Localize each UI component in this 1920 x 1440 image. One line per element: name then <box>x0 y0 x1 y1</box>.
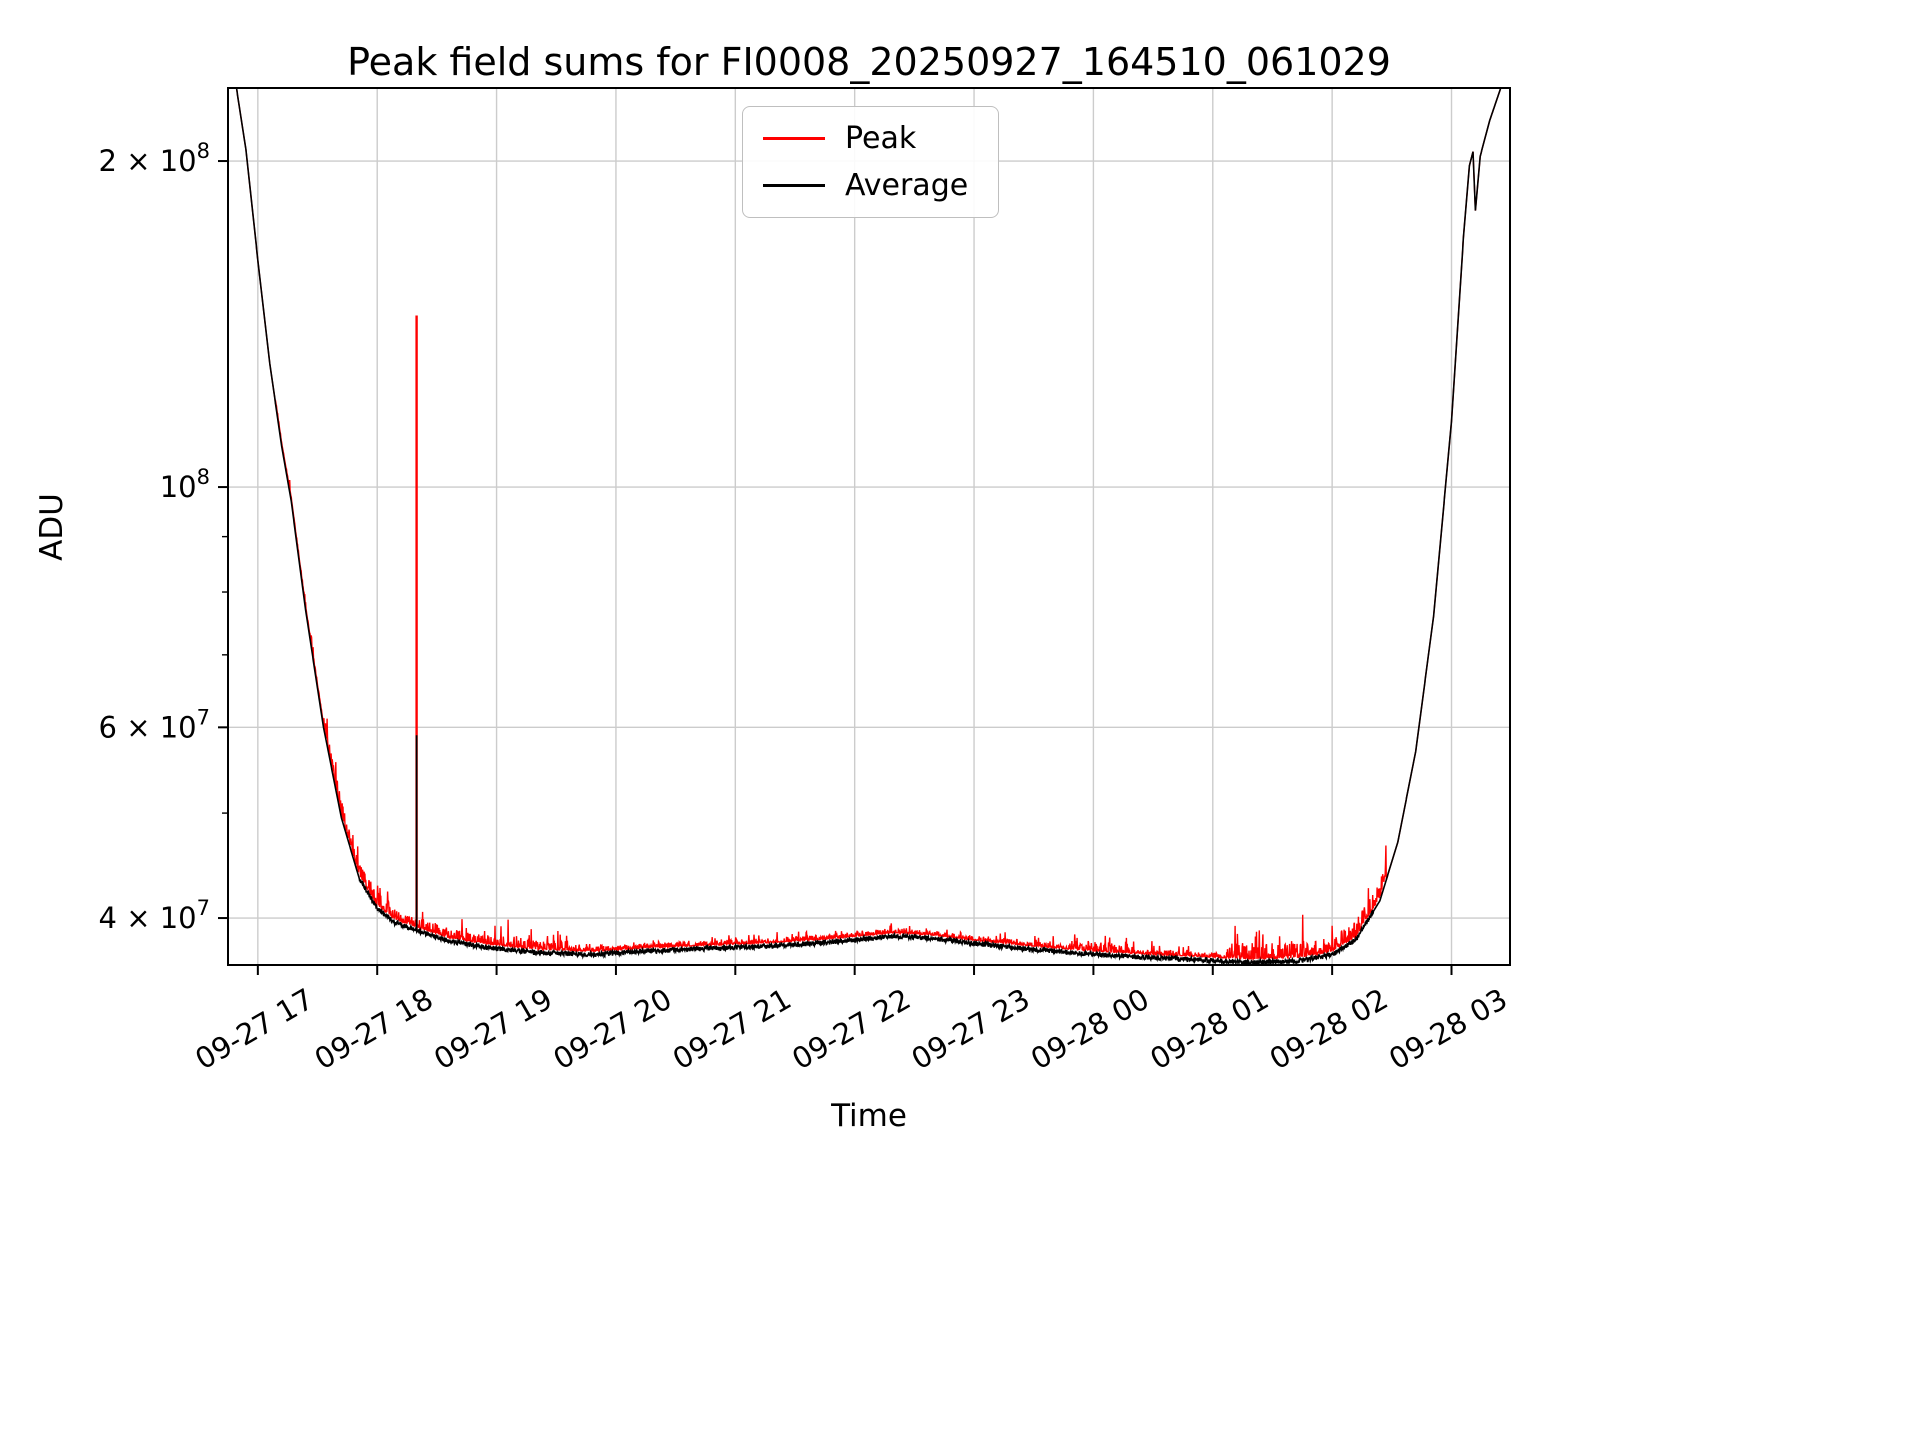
y-tick-label: 2 × 108 <box>99 139 210 178</box>
x-tick-label: 09-27 17 <box>189 982 319 1077</box>
legend-item-average: Average <box>763 168 968 203</box>
y-tick-label: 4 × 107 <box>99 896 210 935</box>
y-tick-label: 108 <box>160 465 210 504</box>
x-tick-label: 09-27 19 <box>428 982 558 1077</box>
plot-border <box>227 87 1511 966</box>
average-line-swatch <box>763 184 825 187</box>
x-tick-label: 09-28 03 <box>1383 982 1513 1077</box>
x-tick-label: 09-27 21 <box>667 982 797 1077</box>
x-tick-label: 09-28 02 <box>1264 982 1394 1077</box>
y-tick-label: 6 × 107 <box>99 705 210 744</box>
legend: Peak Average <box>742 106 1000 218</box>
legend-label-average: Average <box>845 168 969 203</box>
legend-label-peak: Peak <box>845 121 917 156</box>
chart-title: Peak field sums for FI0008_20250927_1645… <box>347 40 1391 84</box>
x-tick-label: 09-27 23 <box>906 982 1036 1077</box>
x-tick-label: 09-28 00 <box>1025 982 1155 1077</box>
x-tick-label: 09-27 18 <box>309 982 439 1077</box>
x-tick-label: 09-27 22 <box>786 982 916 1077</box>
peak-line-swatch <box>763 137 825 140</box>
y-axis-label: ADU <box>34 493 70 561</box>
x-tick-label: 09-28 01 <box>1144 982 1274 1077</box>
legend-item-peak: Peak <box>763 121 968 156</box>
x-axis-label: Time <box>831 1098 907 1134</box>
average-series-line <box>235 88 1502 965</box>
x-tick-label: 09-27 20 <box>548 982 678 1077</box>
